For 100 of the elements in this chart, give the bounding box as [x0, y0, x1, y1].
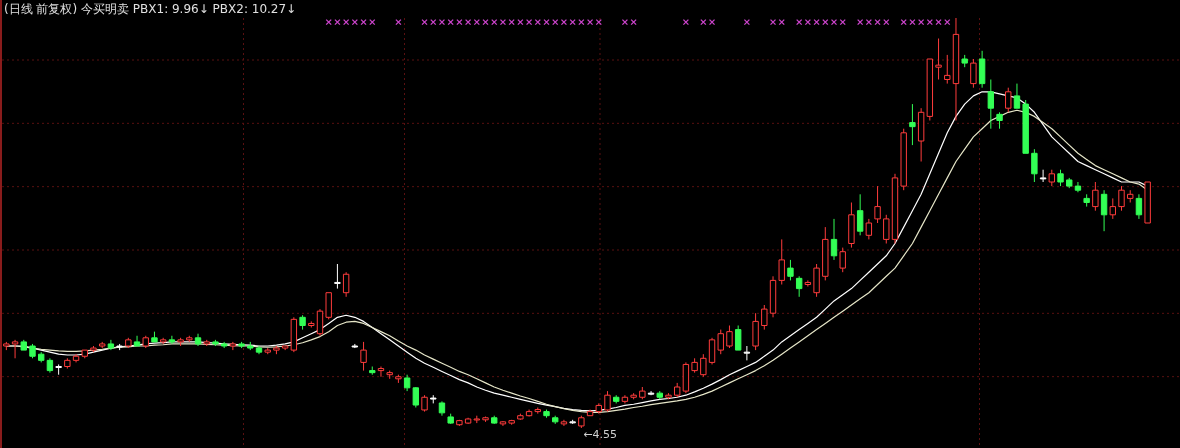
candlestick	[717, 329, 724, 355]
candlestick	[151, 331, 158, 343]
candlestick	[107, 339, 115, 351]
candlestick	[281, 345, 289, 351]
candlestick	[613, 394, 620, 404]
candlestick	[1057, 169, 1064, 187]
candlestick	[395, 374, 402, 384]
candlestick	[865, 218, 873, 240]
candlestick	[290, 316, 298, 353]
chart-title: (日线 前复权) 今买明卖 PBX1: 9.96↓ PBX2: 10.27↓	[4, 2, 297, 16]
candlestick	[412, 386, 420, 408]
candlestick	[369, 366, 376, 376]
candlestick	[787, 259, 794, 281]
candlestick	[691, 357, 698, 374]
candlestick	[72, 353, 80, 363]
candlestick	[325, 292, 332, 320]
candlestick	[856, 193, 864, 236]
candlestick	[543, 409, 550, 419]
candlestick	[29, 343, 36, 359]
candlestick	[1135, 193, 1143, 220]
candlestick	[552, 415, 559, 425]
candlestick	[761, 304, 768, 331]
candlestick	[499, 420, 507, 427]
candlestick	[229, 341, 237, 351]
candlestick	[996, 111, 1003, 130]
candlestick	[3, 341, 10, 351]
candlestick	[473, 415, 481, 424]
annotation: ←4.55	[583, 428, 618, 441]
candlestick	[961, 54, 968, 68]
candlestick	[64, 357, 71, 370]
candlestick	[909, 103, 916, 146]
candlestick	[978, 50, 986, 89]
candlestick	[665, 392, 672, 400]
candlestick	[1109, 197, 1116, 220]
candlestick	[525, 409, 533, 418]
candlestick	[726, 325, 733, 349]
candlestick	[212, 339, 219, 347]
candlestick	[247, 341, 254, 351]
candlestick	[769, 275, 777, 318]
candlestick	[125, 337, 132, 349]
candlestick	[81, 349, 88, 359]
candlestick	[926, 58, 934, 121]
candlestick	[752, 312, 759, 351]
candlestick	[534, 407, 541, 415]
candlestick	[159, 337, 167, 345]
candlestick	[1144, 181, 1151, 224]
candlestick	[883, 214, 890, 244]
candlestick	[944, 54, 951, 85]
candlestick	[186, 335, 193, 343]
candlestick	[1066, 177, 1073, 189]
candlestick	[1127, 189, 1134, 203]
candlestick	[891, 173, 899, 244]
candlestick	[708, 337, 716, 365]
candlestick	[586, 409, 594, 417]
candlestick	[255, 345, 263, 355]
candlestick	[639, 386, 646, 400]
candlestick	[1092, 181, 1099, 212]
candlestick	[360, 341, 367, 372]
candlestick	[647, 390, 655, 396]
candlestick	[264, 347, 271, 355]
candlestick	[133, 335, 141, 347]
candlestick	[508, 419, 515, 426]
candlestick	[1039, 169, 1047, 183]
candlestick	[464, 417, 472, 425]
candlestick	[386, 370, 393, 380]
candlestick	[1022, 99, 1029, 154]
candlestick	[299, 314, 306, 331]
candlestick	[795, 275, 803, 298]
candlestick	[1074, 181, 1082, 193]
candlestick	[116, 343, 123, 351]
candlestick	[987, 79, 995, 130]
candlestick	[1048, 169, 1056, 187]
candlestick	[220, 341, 228, 349]
candlestick	[935, 38, 942, 80]
candlestick	[952, 17, 960, 121]
candlestick	[20, 339, 27, 351]
candlestick	[900, 128, 907, 191]
candlestick	[90, 345, 97, 353]
candlestick	[778, 238, 785, 285]
candlestick	[98, 341, 106, 349]
candlestick	[970, 58, 977, 89]
candlestick	[334, 263, 341, 290]
candlestick	[673, 382, 681, 398]
candlestick	[38, 351, 45, 363]
candlestick	[456, 419, 463, 427]
candlestick	[813, 263, 820, 298]
candlestick	[438, 400, 446, 417]
candlestick	[377, 366, 385, 378]
candlestick	[482, 416, 489, 423]
candlestick	[804, 279, 812, 288]
candlestick	[1013, 83, 1021, 109]
candlestick	[848, 202, 855, 249]
candlestick	[168, 335, 176, 345]
candlestick	[578, 415, 585, 429]
candlestick	[734, 325, 742, 351]
candlestick	[1100, 189, 1108, 232]
candlestick	[917, 107, 925, 162]
candlestick	[194, 333, 202, 347]
candlestick	[342, 271, 350, 298]
candlestick	[55, 363, 62, 376]
